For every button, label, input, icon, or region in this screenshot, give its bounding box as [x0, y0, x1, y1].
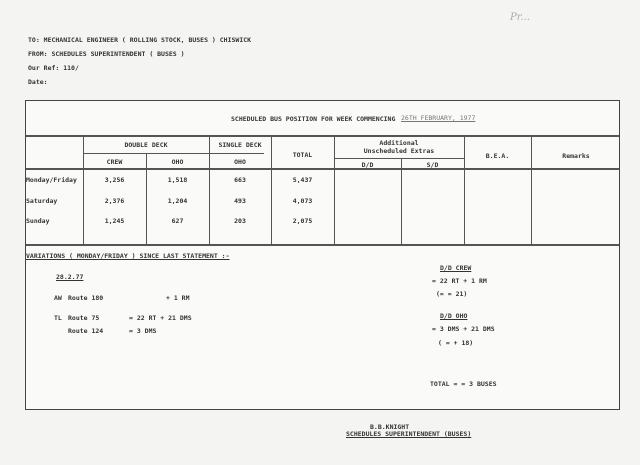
header-double-deck: DOUBLE DECK [124, 141, 168, 149]
cell-dd-oho: 627 [171, 217, 184, 225]
handwritten-note: Pr... [510, 12, 530, 23]
change: = 22 RT + 21 DMS [129, 314, 192, 322]
dd-oho-title: D/D OHO [440, 312, 468, 320]
route: Route 124 [68, 327, 104, 335]
cell-crew: 1,245 [104, 217, 125, 225]
row-label: Sunday [26, 217, 50, 225]
header-total: TOTAL [292, 151, 313, 159]
cell-crew: 2,376 [104, 197, 125, 205]
row-label: Monday/Friday [26, 176, 77, 184]
header-crew: CREW [106, 158, 123, 166]
cell-sd-oho: 203 [234, 217, 246, 225]
header-remarks: Remarks [562, 152, 590, 160]
table-title: SCHEDULED BUS POSITION FOR WEEK COMMENCI… [231, 115, 396, 123]
cell-crew: 3,256 [104, 176, 125, 184]
header-dd-oho: OHO [171, 158, 184, 166]
row-label: Saturday [26, 197, 58, 205]
to-line: TO: MECHANICAL ENGINEER ( ROLLING STOCK,… [28, 36, 252, 44]
change: = 3 DMS [129, 327, 157, 335]
signature-title: SCHEDULES SUPERINTENDENT (BUSES) [346, 430, 472, 438]
route: Route 75 [68, 314, 100, 322]
header-bea: B.E.A. [485, 152, 510, 160]
dd-crew-title: D/D CREW [440, 264, 472, 272]
variations-title: VARIATIONS ( MONDAY/FRIDAY ) SINCE LAST … [26, 252, 230, 260]
change: + 1 RM [166, 294, 190, 302]
variations-date: 28.2.77 [56, 273, 84, 281]
variations-total: TOTAL = = 3 BUSES [430, 380, 497, 388]
dd-oho-net: ( = + 18) [438, 339, 474, 347]
cell-dd-oho: 1,204 [167, 197, 188, 205]
header-single-deck: SINGLE DECK [218, 141, 262, 149]
cell-total: 4,073 [292, 197, 313, 205]
garage-code: AW [54, 294, 62, 302]
header-dd: D/D [361, 161, 374, 169]
header-sd-oho: OHO [234, 158, 246, 166]
header-unscheduled: Unscheduled Extras [363, 147, 435, 155]
from-line: FROM: SCHEDULES SUPERINTENDENT ( BUSES ) [28, 50, 185, 58]
header-sd: S/D [426, 161, 439, 169]
header-additional: Additional [379, 139, 419, 147]
cell-total: 2,075 [292, 217, 313, 225]
week-commencing: 26TH FEBRUARY, 1977 [401, 114, 476, 122]
cell-sd-oho: 493 [234, 197, 246, 205]
cell-total: 5,437 [292, 176, 313, 184]
schedule-table: SCHEDULED BUS POSITION FOR WEEK COMMENCI… [25, 100, 620, 410]
dd-crew-net: (= = 21) [436, 290, 468, 298]
ref-line: Our Ref: 110/ [28, 64, 79, 72]
date-line: Date: [28, 78, 48, 86]
cell-dd-oho: 1,518 [167, 176, 188, 184]
garage-code: TL [54, 314, 62, 322]
cell-sd-oho: 663 [234, 176, 246, 184]
dd-crew-line: = 22 RT + 1 RM [432, 277, 487, 285]
dd-oho-line: = 3 DMS + 21 DMS [432, 325, 495, 333]
route: Route 180 [68, 294, 104, 302]
signature-name: B.B.KNIGHT [370, 423, 410, 431]
